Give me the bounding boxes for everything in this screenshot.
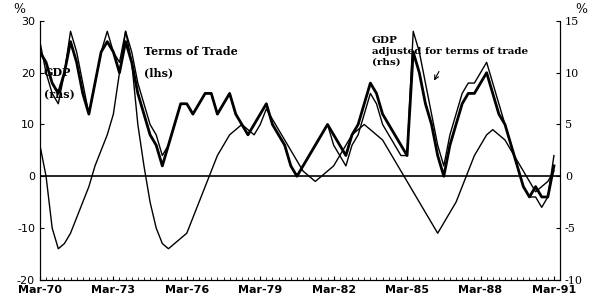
Text: GDP: GDP — [44, 67, 71, 78]
Text: Terms of Trade: Terms of Trade — [144, 46, 238, 57]
Text: %: % — [13, 3, 25, 16]
Text: (lhs): (lhs) — [144, 68, 173, 78]
Text: %: % — [575, 3, 587, 16]
Text: (rhs): (rhs) — [44, 88, 74, 99]
Text: GDP
adjusted for terms of trade
(rhs): GDP adjusted for terms of trade (rhs) — [371, 36, 528, 80]
